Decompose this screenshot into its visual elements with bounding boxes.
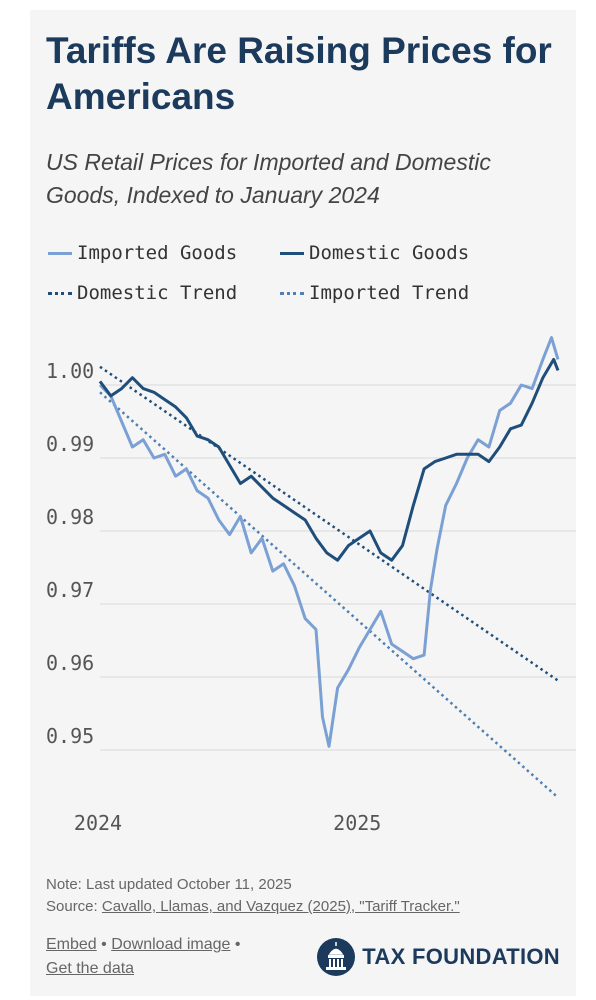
series-lines	[98, 336, 560, 799]
series-line-domestic-trend	[99, 365, 559, 682]
y-tick-label: 0.95	[46, 724, 94, 748]
legend-item-domestic-goods: Domestic Goods	[280, 242, 469, 264]
legend-swatch-imported-trend	[280, 291, 304, 295]
download-image-link[interactable]: Download image	[111, 936, 231, 953]
chart-subtitle: US Retail Prices for Imported and Domest…	[46, 149, 491, 208]
brand-name: TAX FOUNDATION	[362, 944, 560, 969]
x-tick-label: 2024	[74, 811, 122, 835]
tax-foundation-logo[interactable]: TAX FOUNDATION	[316, 933, 560, 981]
get-the-data-link[interactable]: Get the data	[46, 960, 135, 977]
source-prefix: Source:	[46, 898, 102, 915]
source-link[interactable]: Cavallo, Llamas, and Vazquez (2025), "Ta…	[101, 898, 460, 915]
footer-separator: •	[234, 936, 241, 953]
y-tick-label: 0.99	[46, 432, 94, 456]
chart-card: Tariffs Are Raising Prices for Americans…	[30, 10, 576, 996]
chart-note: Note: Last updated October 11, 2025 Sour…	[46, 874, 571, 918]
legend: Imported Goods Domestic Goods Domestic T…	[48, 242, 573, 322]
legend-item-domestic-trend: Domestic Trend	[48, 282, 237, 304]
series-line-domestic-goods	[98, 357, 560, 562]
x-tick-label: 2025	[333, 811, 381, 835]
footer-separator: •	[101, 936, 107, 953]
y-axis-ticks: 1.00 0.99 0.98 0.97 0.96 0.95	[46, 359, 94, 748]
legend-label-domestic-goods: Domestic Goods	[309, 242, 470, 264]
y-tick-label: 0.97	[46, 578, 94, 602]
legend-item-imported-goods: Imported Goods	[48, 242, 237, 264]
embed-link[interactable]: Embed	[46, 936, 97, 953]
legend-swatch-domestic-goods	[280, 251, 304, 255]
source-line: Source: Cavallo, Llamas, and Vazquez (20…	[46, 896, 571, 918]
y-tick-label: 0.98	[46, 505, 94, 529]
x-axis-ticks: 2024 2025	[74, 811, 381, 835]
y-tick-label: 1.00	[46, 359, 94, 383]
y-tick-label: 0.96	[46, 651, 94, 675]
legend-label-imported-goods: Imported Goods	[77, 242, 238, 264]
capitol-dome-icon	[317, 938, 356, 976]
legend-item-imported-trend: Imported Trend	[280, 282, 469, 304]
legend-swatch-imported-goods	[48, 251, 72, 255]
footer-links: Embed • Download image • Get the data	[46, 933, 296, 981]
legend-label-domestic-trend: Domestic Trend	[77, 282, 238, 304]
chart-title: Tariffs Are Raising Prices for Americans	[46, 30, 552, 117]
line-chart: 1.00 0.99 0.98 0.97 0.96 0.95 2024 2025	[46, 336, 576, 835]
series-line-imported-goods	[98, 336, 560, 748]
legend-label-imported-trend: Imported Trend	[309, 282, 470, 304]
gridlines	[100, 384, 576, 751]
note-text: Note: Last updated October 11, 2025	[46, 876, 292, 893]
legend-swatch-domestic-trend	[48, 291, 72, 295]
